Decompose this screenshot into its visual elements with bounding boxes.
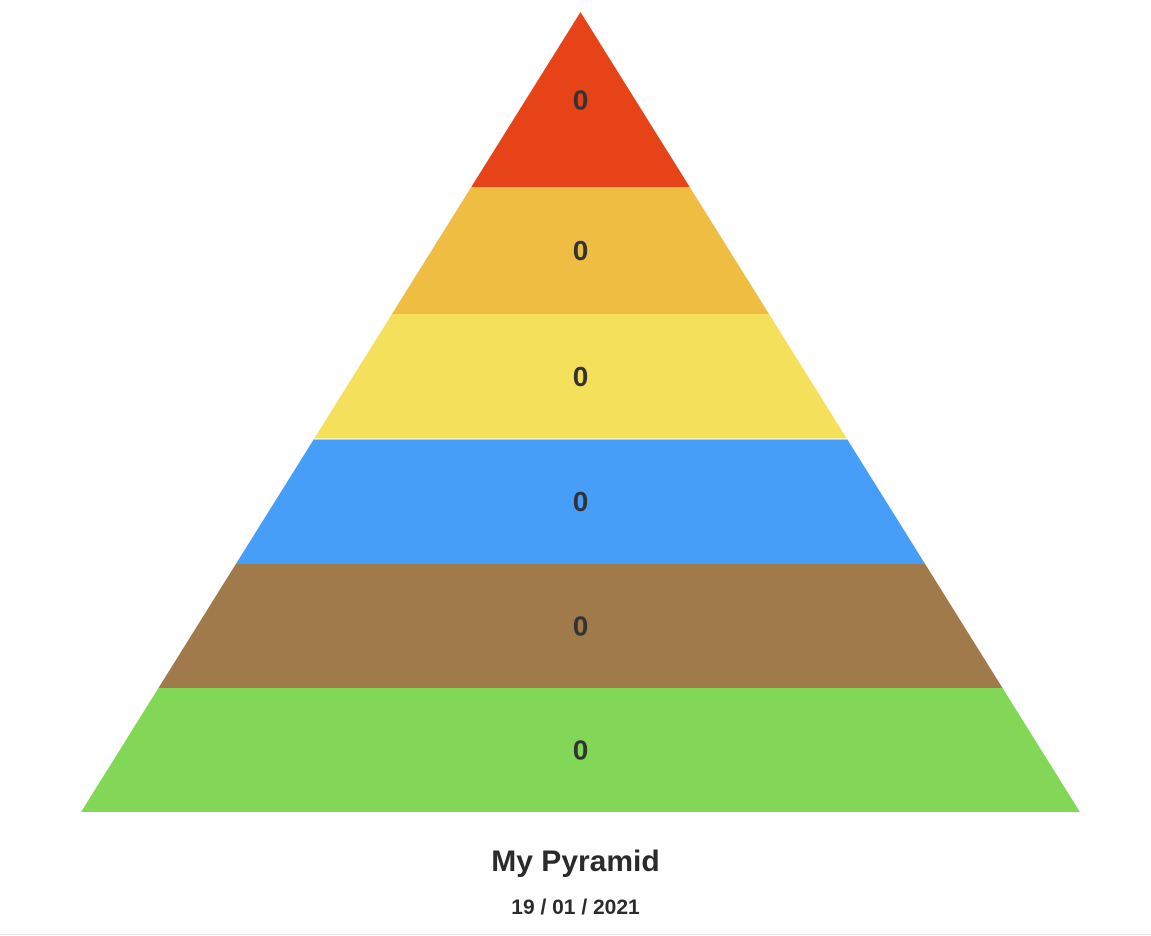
pyramid-layer-1-value: 0 — [573, 85, 589, 116]
pyramid-layer-3-value: 0 — [573, 361, 589, 392]
chart-date: 19 / 01 / 2021 — [511, 896, 640, 919]
divider — [0, 934, 1151, 935]
pyramid-layer-1 — [471, 12, 690, 187]
chart-title: My Pyramid — [491, 845, 660, 878]
pyramid-layer-4 — [235, 439, 926, 564]
pyramid-layer-2 — [391, 187, 770, 314]
pyramid-layer-2-value: 0 — [573, 235, 589, 266]
pyramid-layer-3 — [313, 314, 848, 439]
chart-caption: My Pyramid 19 / 01 / 2021 — [0, 843, 1151, 921]
pyramid-layer-4-value: 0 — [573, 486, 589, 517]
pyramid-chart: 0 0 0 0 0 0 — [81, 12, 1080, 812]
pyramid-layer-5 — [158, 564, 1003, 688]
pyramid-layer-5-value: 0 — [573, 611, 589, 642]
pyramid-layer-6-value: 0 — [573, 735, 589, 766]
pyramid-layer-6 — [81, 688, 1080, 812]
